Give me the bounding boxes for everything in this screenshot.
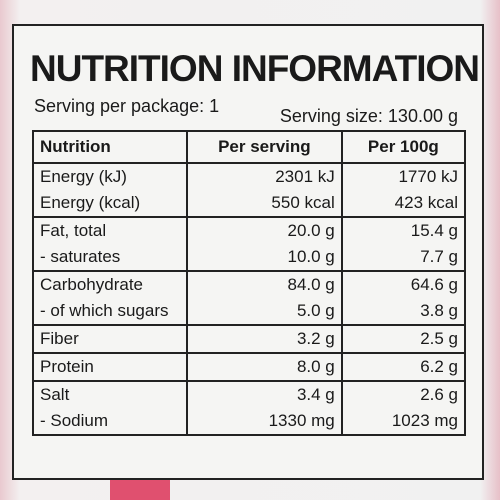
nutrient-value: 7.7 g — [340, 244, 467, 271]
table-row: Fiber 3.2 g 2.5 g — [32, 324, 467, 353]
nutrient-name: Salt — [32, 380, 188, 408]
nutrient-value: 2.5 g — [340, 324, 467, 353]
nutrient-value: 3.2 g — [186, 324, 343, 353]
table-row: Energy (kJ) 2301 kJ 1770 kJ — [32, 162, 467, 190]
nutrient-value: 20.0 g — [186, 216, 343, 244]
package-print — [110, 480, 170, 500]
nutrient-value: 3.4 g — [186, 380, 343, 408]
table-row: - of which sugars 5.0 g 3.8 g — [32, 298, 467, 325]
nutrient-name: Fat, total — [32, 216, 188, 244]
column-header: Per 100g — [340, 130, 467, 164]
table-row: Protein 8.0 g 6.2 g — [32, 352, 467, 381]
table-row: - saturates 10.0 g 7.7 g — [32, 244, 467, 271]
nutrient-value: 5.0 g — [186, 298, 343, 325]
header-row: Nutrition Per serving Per 100g — [32, 130, 467, 164]
serving-size: Serving size: 130.00 g — [279, 106, 458, 126]
nutrient-name: Fiber — [32, 324, 188, 353]
nutrient-value: 1770 kJ — [340, 162, 467, 190]
nutrition-table: Nutrition Per serving Per 100g Energy (kJ)… — [32, 130, 467, 436]
nutrient-name: Carbohydrate — [32, 270, 188, 298]
table-row: Fat, total 20.0 g 15.4 g — [32, 216, 467, 244]
nutrition-label: NUTRITION INFORMATION Serving per packag… — [12, 24, 484, 480]
column-header: Nutrition — [32, 130, 188, 164]
nutrient-value: 423 kcal — [340, 190, 467, 217]
nutrient-name: - saturates — [32, 244, 188, 271]
nutrient-name: Energy (kJ) — [32, 162, 188, 190]
nutrient-name: - Sodium — [32, 408, 188, 436]
table-row: Salt 3.4 g 2.6 g — [32, 380, 467, 408]
table-row: Carbohydrate 84.0 g 64.6 g — [32, 270, 467, 298]
table-row: - Sodium 1330 mg 1023 mg — [32, 408, 467, 436]
nutrient-name: Protein — [32, 352, 188, 381]
nutrient-name: Energy (kcal) — [32, 190, 188, 217]
column-header: Per serving — [186, 130, 343, 164]
nutrient-value: 8.0 g — [186, 352, 343, 381]
nutrient-value: 1023 mg — [340, 408, 467, 436]
table-body: Energy (kJ) 2301 kJ 1770 kJ Energy (kcal) 55… — [32, 162, 467, 436]
nutrient-value: 10.0 g — [186, 244, 343, 271]
nutrient-value: 84.0 g — [186, 270, 343, 298]
nutrient-value: 2301 kJ — [186, 162, 343, 190]
nutrient-value: 6.2 g — [340, 352, 467, 381]
nutrient-value: 64.6 g — [340, 270, 467, 298]
nutrient-name: - of which sugars — [32, 298, 188, 325]
title: NUTRITION INFORMATION — [30, 48, 480, 89]
nutrient-value: 3.8 g — [340, 298, 467, 325]
serving-per-package: Serving per package: 1 — [34, 96, 220, 116]
nutrient-value: 15.4 g — [340, 216, 467, 244]
nutrient-value: 1330 mg — [186, 408, 343, 436]
table-row: Energy (kcal) 550 kcal 423 kcal — [32, 190, 467, 217]
nutrient-value: 2.6 g — [340, 380, 467, 408]
nutrient-value: 550 kcal — [186, 190, 343, 217]
